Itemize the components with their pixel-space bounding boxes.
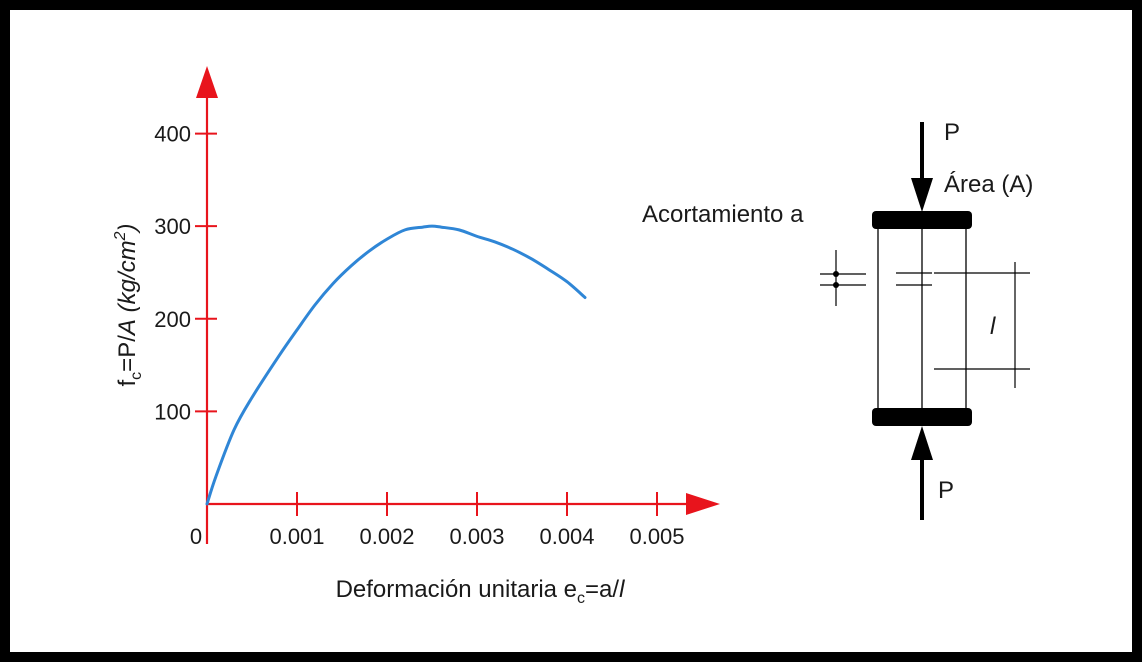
y-axis-label: fc=P/A (kg/cm2) bbox=[112, 224, 145, 387]
chart-ticks: 0.001 0.002 0.003 0.004 0.005 100 200 300 400 bbox=[154, 122, 684, 549]
top-load-arrow-head bbox=[911, 178, 933, 212]
x-axis-label-sub: c bbox=[577, 590, 585, 607]
x-axis-label: Deformación unitaria ec=a/l bbox=[336, 576, 625, 607]
y-axis-label-italic-a: A bbox=[114, 319, 141, 337]
y-tick-label: 100 bbox=[154, 399, 191, 424]
x-axis-label-italic: l bbox=[619, 576, 625, 603]
shortening-dot-upper bbox=[833, 271, 839, 277]
x-tick-label: 0.004 bbox=[539, 524, 594, 549]
y-tick-label: 300 bbox=[154, 214, 191, 239]
y-axis-label-sup: 2 bbox=[112, 231, 129, 241]
x-axis-label-tail: =a/ bbox=[585, 576, 619, 603]
y-axis-label-pre: f bbox=[114, 379, 141, 386]
y-tick-label: 200 bbox=[154, 307, 191, 332]
y-tick-label: 400 bbox=[154, 122, 191, 147]
stress-strain-curve bbox=[205, 224, 587, 506]
chart-axes bbox=[196, 66, 720, 544]
area-label: Área (A) bbox=[944, 171, 1033, 198]
x-tick-label: 0.005 bbox=[629, 524, 684, 549]
shortening-dot-lower bbox=[833, 282, 839, 288]
y-axis-label-mid: =P/ bbox=[114, 335, 141, 372]
bottom-load-arrow-head bbox=[911, 426, 933, 460]
y-axis-label-close: ) bbox=[114, 224, 141, 235]
x-tick-label: 0.003 bbox=[449, 524, 504, 549]
shortening-label: Acortamiento a bbox=[642, 201, 804, 228]
y-axis-label-unit: (kg/cm bbox=[114, 240, 141, 312]
bottom-load-label: P bbox=[938, 477, 954, 504]
origin-tick-label: 0 bbox=[190, 524, 202, 549]
top-load-label: P bbox=[944, 119, 960, 146]
specimen-diagram: P Área (A) Acortamiento a P l bbox=[642, 119, 1033, 520]
y-axis-label-space bbox=[114, 312, 141, 319]
y-axis-label-sub: c bbox=[128, 372, 145, 380]
x-tick-label: 0.002 bbox=[359, 524, 414, 549]
bottom-bearing-plate bbox=[872, 408, 972, 426]
x-axis-arrowhead bbox=[686, 493, 720, 515]
x-tick-label: 0.001 bbox=[269, 524, 324, 549]
x-axis-label-main: Deformación unitaria e bbox=[336, 576, 577, 603]
top-bearing-plate bbox=[872, 211, 972, 229]
y-axis-arrowhead bbox=[196, 66, 218, 98]
gauge-length-label: l bbox=[990, 313, 996, 340]
chart-series-layer bbox=[205, 224, 587, 506]
